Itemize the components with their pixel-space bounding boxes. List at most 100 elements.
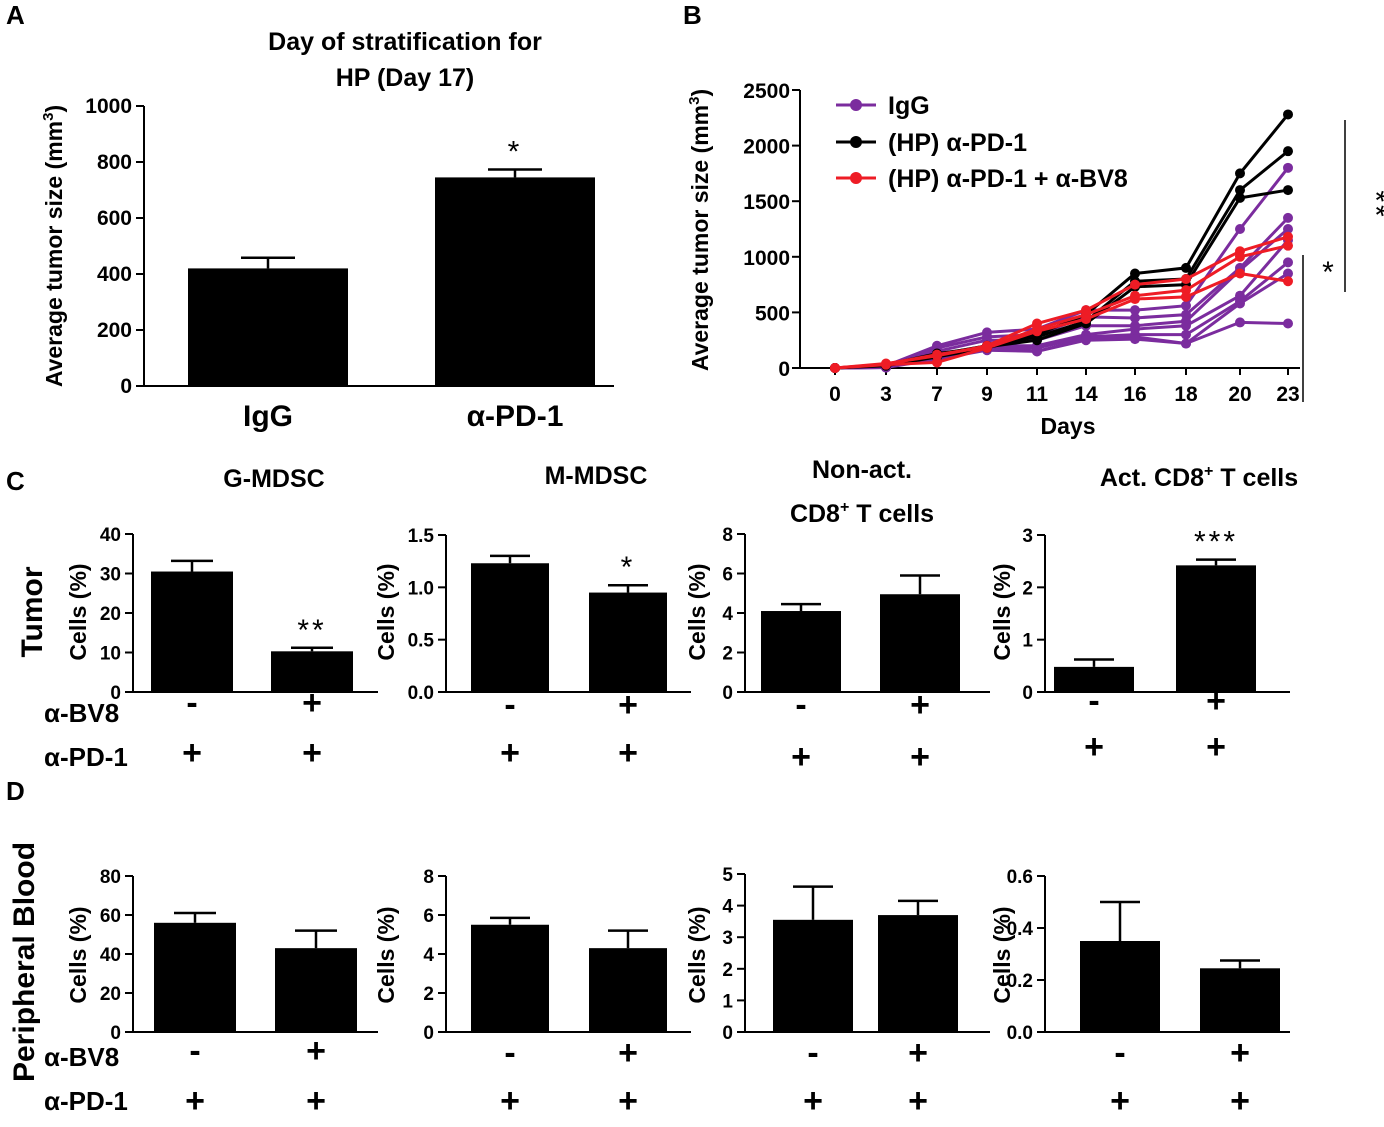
pd1-sign: + [302, 734, 322, 772]
data-point [932, 349, 942, 360]
data-point [1283, 257, 1293, 268]
data-point [982, 342, 992, 353]
pd1-sign: + [1206, 728, 1226, 766]
y-tick-label: 4 [423, 945, 434, 966]
bar [275, 948, 357, 1032]
data-point [1081, 335, 1091, 346]
data-point [1235, 251, 1245, 262]
chart-B: 0 500 1000 1500 2000 2500 0 3 7 9 11 14 16 18 20 23 Days… [686, 80, 1384, 439]
data-point [1283, 276, 1293, 287]
legend-label: IgG [888, 92, 930, 120]
bar [878, 915, 958, 1032]
data-point [1032, 326, 1042, 337]
x-tick-label: 14 [1074, 383, 1098, 406]
bv8-sign: + [1206, 682, 1226, 720]
act-pre-text: Act. CD8 [1100, 464, 1204, 492]
legend-entry: (HP) α-PD-1 [836, 129, 1027, 157]
bv8-sign: - [504, 1034, 515, 1072]
data-point [1130, 268, 1140, 279]
significance-mark: * [508, 136, 523, 169]
treatment-label-pd1-d: α-PD-1 [44, 1086, 128, 1116]
pd1-sign: + [1110, 1082, 1130, 1120]
bv8-sign: - [795, 686, 806, 724]
data-point [1181, 274, 1191, 285]
series-line [834, 166, 1290, 370]
y-tick-label: 600 [97, 207, 132, 230]
data-point [1081, 314, 1091, 325]
x-axis-title: Days [1041, 413, 1096, 439]
series-igg [830, 235, 1293, 373]
data-point [1235, 185, 1245, 196]
series-igg [830, 224, 1293, 373]
legend-label: (HP) α-PD-1 [888, 129, 1027, 157]
y-tick-label: 0 [110, 1023, 121, 1044]
chart-C4: 0 1 2 3 Cells (%) - + *** + + [989, 526, 1290, 766]
bar [271, 651, 353, 692]
data-point [1032, 346, 1042, 357]
bar [773, 919, 853, 1032]
pd1-sign: + [1230, 1082, 1250, 1120]
chart-D2: 0 2 4 6 8 Cells (%) - + + + [373, 867, 691, 1120]
series-line [834, 271, 1289, 370]
y-tick-label: 60 [100, 906, 121, 927]
bv8-sign: + [1230, 1034, 1250, 1072]
panel-a-title-line1: Day of stratification for [268, 28, 542, 56]
data-point [1181, 291, 1191, 302]
panel-label-a: A [6, 0, 25, 30]
y-axis-title: Cells (%) [684, 563, 710, 660]
pd1-sign: + [618, 734, 638, 772]
treatment-label-bv8-d: α-BV8 [44, 1042, 119, 1072]
row-label-blood: Peripheral Blood [8, 842, 41, 1082]
chart-C1: 0 10 20 30 40 Cells (%) - + ** + + [65, 525, 378, 772]
treatment-label-bv8-c: α-BV8 [44, 698, 119, 728]
data-point [1283, 212, 1293, 223]
nonact-rest-text: T cells [849, 500, 934, 528]
panel-a-title-line2: HP (Day 17) [336, 64, 475, 92]
data-point [1181, 320, 1191, 331]
bar [589, 592, 667, 692]
x-tick-label: 23 [1276, 383, 1299, 406]
category-label: IgG [243, 400, 293, 433]
bar [471, 924, 549, 1032]
data-point [1130, 305, 1140, 316]
bar [1200, 968, 1280, 1032]
data-point [1283, 318, 1293, 329]
pd1-sign: + [500, 734, 520, 772]
panel-c-title-g-mdsc: G-MDSC [223, 465, 324, 493]
y-tick-label: 8 [722, 525, 733, 546]
panel-c-title-act-cd8: Act. CD8+ T cells [1100, 463, 1298, 492]
chart-A: 0 200 400 600 800 1000 Average tumor size (mm3… [40, 95, 614, 433]
legend-swatch-dot [850, 172, 862, 184]
panel-label-c: C [6, 466, 25, 496]
bar [154, 922, 236, 1032]
y-title-sup: 3 [40, 113, 57, 121]
pd1-sign: + [803, 1082, 823, 1120]
bv8-sign: + [618, 1034, 638, 1072]
data-point [1235, 317, 1245, 328]
y-tick-label: 40 [100, 945, 121, 966]
significance-mark: * [621, 551, 636, 584]
bv8-sign: - [189, 1032, 200, 1070]
y-tick-label: 5 [722, 865, 733, 886]
chart-C2: 0.0 0.5 1.0 1.5 Cells (%) - + * + + [373, 526, 691, 772]
y-axis-title: Cells (%) [65, 906, 91, 1003]
y-tick-label: 0 [778, 358, 790, 381]
bv8-sign: + [908, 1034, 928, 1072]
y-tick-label: 1.5 [408, 526, 435, 547]
data-point [1283, 162, 1293, 173]
series-pd1_bv8 [830, 268, 1293, 373]
data-point [1283, 224, 1293, 234]
data-point [1181, 338, 1191, 349]
x-tick-label: 0 [829, 383, 841, 406]
bar [151, 571, 233, 692]
x-tick-label: 11 [1026, 383, 1049, 406]
y-tick-label: 2500 [743, 80, 790, 103]
series-igg [830, 212, 1293, 373]
y-tick-label: 1 [722, 991, 733, 1012]
x-tick-label: 7 [931, 383, 943, 406]
bar [1176, 565, 1256, 692]
x-tick-label: 16 [1123, 383, 1146, 406]
bv8-sign: + [302, 684, 322, 722]
data-point [1283, 146, 1293, 157]
